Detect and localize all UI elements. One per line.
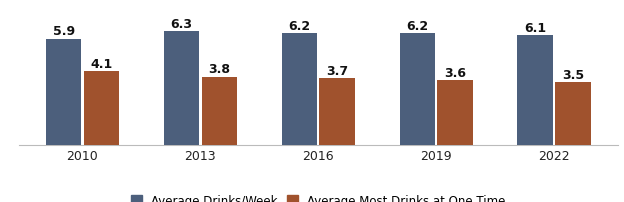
Legend: Average Drinks/Week, Average Most Drinks at One Time: Average Drinks/Week, Average Most Drinks… [131, 194, 505, 202]
Text: 4.1: 4.1 [90, 58, 112, 70]
Text: 6.1: 6.1 [524, 22, 546, 35]
Text: 6.3: 6.3 [170, 18, 193, 31]
Bar [555, 83, 590, 145]
Bar [84, 72, 119, 145]
Bar [319, 79, 355, 145]
Text: 3.5: 3.5 [562, 68, 584, 81]
Bar [46, 40, 81, 145]
Text: 3.7: 3.7 [326, 65, 348, 78]
Bar [202, 77, 237, 145]
Text: 3.8: 3.8 [208, 63, 230, 76]
Text: 5.9: 5.9 [52, 25, 75, 38]
Bar [281, 34, 317, 145]
Bar [164, 32, 199, 145]
Bar [399, 34, 435, 145]
Text: 6.2: 6.2 [406, 20, 428, 33]
Text: 6.2: 6.2 [288, 20, 311, 33]
Bar [517, 36, 553, 145]
Bar [437, 81, 472, 145]
Text: 3.6: 3.6 [444, 67, 466, 80]
